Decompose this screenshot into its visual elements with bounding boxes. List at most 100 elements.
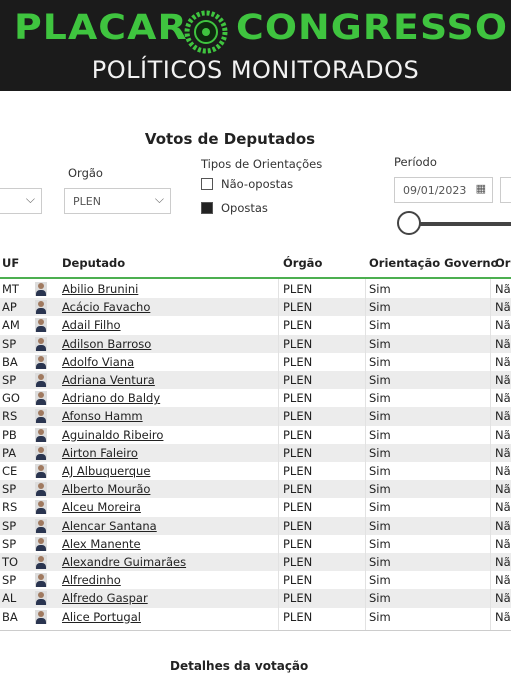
cell: MT <box>2 282 19 296</box>
cell: Sim <box>369 573 391 588</box>
cell: PLEN <box>283 373 313 387</box>
cell: PLEN <box>283 336 313 351</box>
date-value: 09/01/2023 <box>403 184 467 197</box>
deputy-link[interactable]: Alberto Mourão <box>62 482 151 497</box>
cell: PLEN <box>283 282 313 296</box>
cell: CE <box>2 464 18 478</box>
cell: PLEN <box>283 518 313 533</box>
deputy-link[interactable]: Alencar Santana <box>62 518 157 533</box>
avatar <box>35 500 47 515</box>
page-title: Votos de Deputados <box>144 130 316 148</box>
cell: Não <box>495 518 511 533</box>
deputy-link[interactable]: Alexandre Guimarães <box>62 555 187 569</box>
cell: BA <box>2 609 18 624</box>
cell: Sim <box>369 336 391 351</box>
deputy-link[interactable]: Alex Manente <box>62 536 141 551</box>
cell: Não <box>495 336 511 351</box>
column-header: Deputado <box>62 256 126 270</box>
deputy-link[interactable]: Airton Faleiro <box>62 445 138 460</box>
cell: Não <box>495 427 511 442</box>
cell: PLEN <box>283 536 313 551</box>
cell: Sim <box>369 282 391 296</box>
cell: Sim <box>369 373 391 387</box>
deputy-link[interactable]: Adail Filho <box>62 318 121 333</box>
cell: Sim <box>369 318 391 333</box>
checkbox-label: Opostas <box>221 201 268 215</box>
cell: PLEN <box>283 464 313 478</box>
cell: Não <box>495 282 511 296</box>
avatar <box>35 609 47 624</box>
deputy-link[interactable]: Afonso Hamm <box>62 409 143 424</box>
cell: SP <box>2 573 17 588</box>
avatar <box>35 409 47 424</box>
deputy-link[interactable]: Adilson Barroso <box>62 336 152 351</box>
column-header: Órgão <box>283 256 323 270</box>
avatar <box>35 354 47 369</box>
cell: Sim <box>369 427 391 442</box>
cell: AL <box>2 591 17 606</box>
deputy-link[interactable]: Alceu Moreira <box>62 500 141 515</box>
checkbox[interactable] <box>201 178 213 190</box>
deputy-link[interactable]: Acácio Favacho <box>62 300 151 315</box>
cell: AM <box>2 318 20 333</box>
cell: Não <box>495 573 511 588</box>
deputy-link[interactable]: Abilio Brunini <box>62 282 139 296</box>
cell: Não <box>495 464 511 478</box>
cell: SP <box>2 536 17 551</box>
column-header: Orientação Governo <box>369 256 499 270</box>
deputy-link[interactable]: Alice Portugal <box>62 609 141 624</box>
column-header: UF <box>2 256 20 270</box>
avatar <box>35 555 47 569</box>
avatar <box>35 318 47 333</box>
deputy-link[interactable]: AJ Albuquerque <box>62 464 151 478</box>
deputy-link[interactable]: Adolfo Viana <box>62 354 135 369</box>
dropdown[interactable]: PLEN ⌵ <box>64 188 171 214</box>
cell: SP <box>2 336 17 351</box>
date-input[interactable]: 09/01/2023 ▦ <box>394 177 493 203</box>
cell: Sim <box>369 555 391 569</box>
cell: RS <box>2 409 18 424</box>
logo-right: CONGRESSO <box>236 8 509 48</box>
avatar <box>35 482 47 497</box>
deputy-link[interactable]: Aguinaldo Ribeiro <box>62 427 164 442</box>
cell: PLEN <box>283 391 313 406</box>
column-separator <box>490 279 491 630</box>
cell: Sim <box>369 500 391 515</box>
cell: PLEN <box>283 573 313 588</box>
cell: PLEN <box>283 482 313 497</box>
cell: PLEN <box>283 318 313 333</box>
avatar <box>35 391 47 406</box>
avatar <box>35 573 47 588</box>
avatar <box>35 464 47 478</box>
checkbox[interactable] <box>201 202 213 214</box>
cell: Não <box>495 354 511 369</box>
date-input[interactable] <box>500 177 511 203</box>
slider-handle[interactable] <box>397 211 421 235</box>
avatar <box>35 518 47 533</box>
deputy-link[interactable]: Adriano do Baldy <box>62 391 161 406</box>
subtitle: POLÍTICOS MONITORADOS <box>91 56 420 84</box>
banner: PLACAR CONGRESSO POLÍTICOS MONITORADOS <box>0 0 511 91</box>
deputy-link[interactable]: Alfredinho <box>62 573 121 588</box>
deputy-link[interactable]: Alfredo Gaspar <box>62 591 148 606</box>
cell: Sim <box>369 409 391 424</box>
cell: PLEN <box>283 555 313 569</box>
cell: SP <box>2 373 17 387</box>
cell: Não <box>495 609 511 624</box>
cell: BA <box>2 354 18 369</box>
cell: Sim <box>369 609 391 624</box>
cell: PLEN <box>283 445 313 460</box>
deputy-link[interactable]: Adriana Ventura <box>62 373 155 387</box>
dropdown[interactable]: ⌵ <box>0 188 42 214</box>
header-rule <box>0 277 511 279</box>
column-header: Ori <box>495 256 511 270</box>
cell: Não <box>495 591 511 606</box>
column-separator <box>278 279 279 630</box>
cell: Sim <box>369 536 391 551</box>
cell: Sim <box>369 464 391 478</box>
cell: Não <box>495 391 511 406</box>
cell: Não <box>495 500 511 515</box>
cell: GO <box>2 391 20 406</box>
cell: Sim <box>369 354 391 369</box>
cell: Não <box>495 555 511 569</box>
